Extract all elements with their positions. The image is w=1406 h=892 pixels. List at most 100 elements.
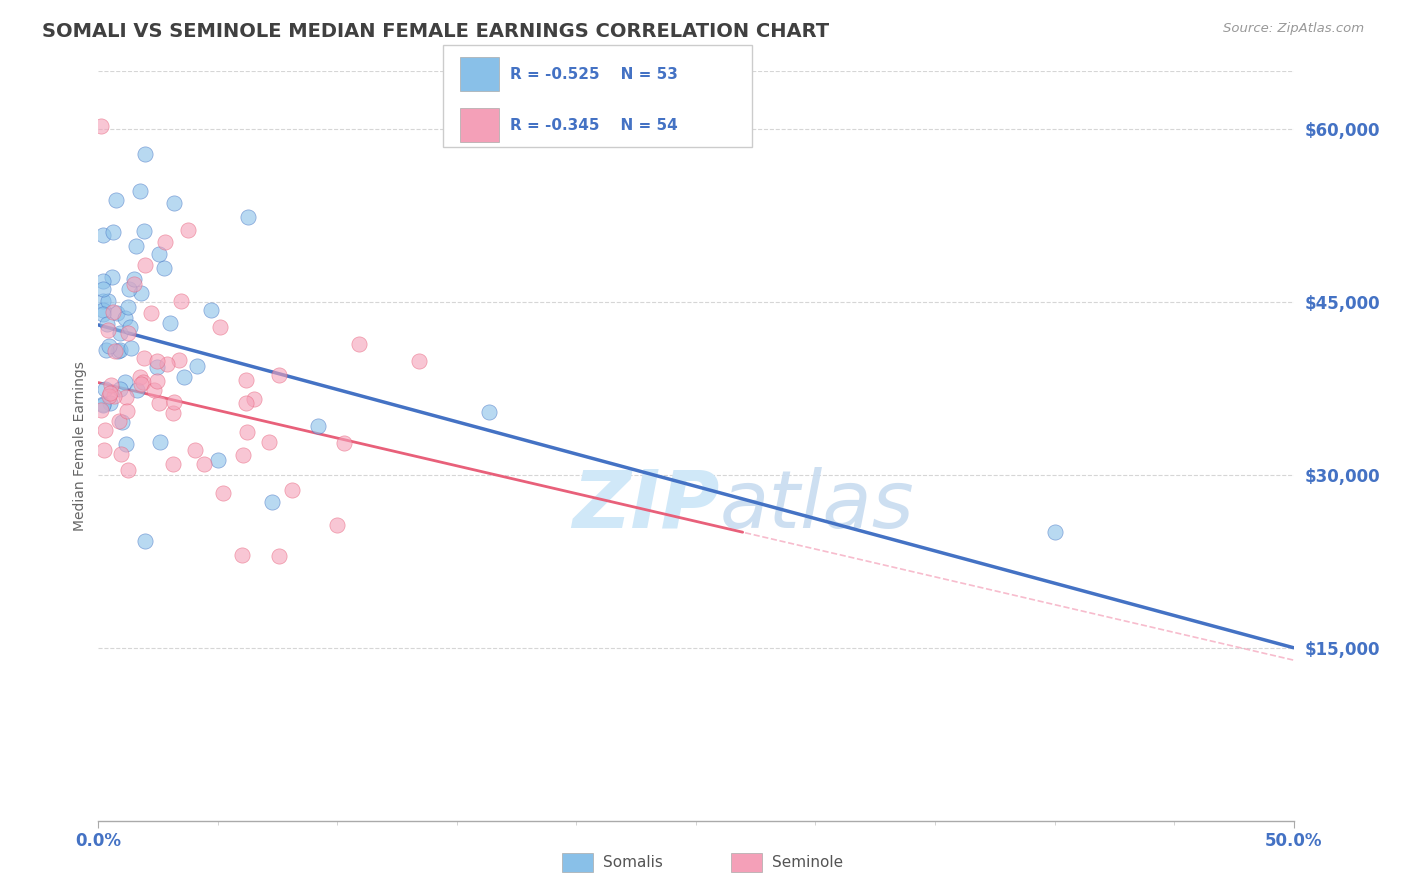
Point <box>100 377 122 392</box>
Point <box>100 270 122 285</box>
Point <box>235 396 257 410</box>
Point <box>260 495 283 509</box>
Point <box>96 317 118 331</box>
Point <box>98 396 121 410</box>
Point <box>132 224 155 238</box>
Point <box>103 389 125 403</box>
Point <box>145 360 167 375</box>
Point <box>128 184 150 198</box>
Point <box>118 282 141 296</box>
Point <box>117 462 139 476</box>
Point <box>117 301 139 315</box>
Point <box>208 319 231 334</box>
Point <box>232 448 254 462</box>
Point <box>193 458 215 472</box>
Text: ZIP: ZIP <box>572 467 720 545</box>
Point <box>134 258 156 272</box>
Point <box>148 247 170 261</box>
Point <box>243 392 266 406</box>
Point <box>125 384 148 398</box>
Point <box>134 351 156 365</box>
Point <box>159 316 181 330</box>
Point <box>118 320 141 334</box>
Point <box>91 282 114 296</box>
Point <box>235 372 257 386</box>
Point <box>163 196 186 211</box>
Point <box>236 210 259 224</box>
Point <box>281 483 304 497</box>
Point <box>104 343 127 358</box>
Point <box>129 370 152 384</box>
Point <box>146 374 169 388</box>
Point <box>129 377 152 392</box>
Point <box>167 353 190 368</box>
Point <box>110 383 132 397</box>
Point <box>108 326 131 341</box>
Point <box>176 223 198 237</box>
Point <box>91 307 114 321</box>
Point <box>90 119 112 133</box>
Point <box>156 357 179 371</box>
Point <box>173 370 195 384</box>
Point <box>122 277 145 291</box>
Point <box>93 274 115 288</box>
Text: Source: ZipAtlas.com: Source: ZipAtlas.com <box>1223 22 1364 36</box>
Point <box>408 354 430 368</box>
Point <box>231 548 253 562</box>
Point <box>146 354 169 368</box>
Point <box>170 294 193 309</box>
Point <box>1043 525 1066 540</box>
Point <box>163 394 186 409</box>
Point <box>91 228 114 243</box>
Point <box>257 435 280 450</box>
Point <box>153 261 176 276</box>
Point <box>96 293 118 308</box>
Text: SOMALI VS SEMINOLE MEDIAN FEMALE EARNINGS CORRELATION CHART: SOMALI VS SEMINOLE MEDIAN FEMALE EARNING… <box>42 22 830 41</box>
Point <box>93 442 115 457</box>
Point <box>114 375 136 389</box>
Point <box>117 326 139 340</box>
Point <box>115 436 138 450</box>
Point <box>97 323 120 337</box>
Point <box>326 518 349 533</box>
Point <box>90 403 112 417</box>
Text: Seminole: Seminole <box>772 855 844 870</box>
Point <box>139 306 162 320</box>
Point <box>211 486 233 500</box>
Point <box>120 341 142 355</box>
Point <box>200 303 222 318</box>
Point <box>104 193 127 207</box>
Text: atlas: atlas <box>720 467 915 545</box>
Point <box>115 404 138 418</box>
Point <box>98 339 121 353</box>
Point <box>111 415 134 429</box>
Point <box>162 406 184 420</box>
Point <box>91 397 114 411</box>
Point <box>103 304 125 318</box>
Text: R = -0.345    N = 54: R = -0.345 N = 54 <box>510 118 678 133</box>
Point <box>108 414 131 428</box>
Point <box>129 285 152 300</box>
Point <box>105 306 128 320</box>
Point <box>94 423 117 437</box>
Point <box>307 419 329 434</box>
Point <box>108 343 131 357</box>
Point <box>478 404 501 418</box>
Point <box>91 398 114 412</box>
Point <box>115 390 138 404</box>
Point <box>98 389 121 403</box>
Point <box>162 457 184 471</box>
Point <box>114 310 136 325</box>
Point <box>267 549 290 564</box>
Point <box>91 302 114 317</box>
Point <box>207 453 229 467</box>
Point <box>134 533 156 548</box>
Point <box>142 383 165 397</box>
Point <box>153 235 176 249</box>
Point <box>149 434 172 449</box>
Point <box>94 343 117 357</box>
Point <box>91 293 114 308</box>
Point <box>101 225 124 239</box>
Point <box>107 343 129 358</box>
Point <box>186 359 208 373</box>
